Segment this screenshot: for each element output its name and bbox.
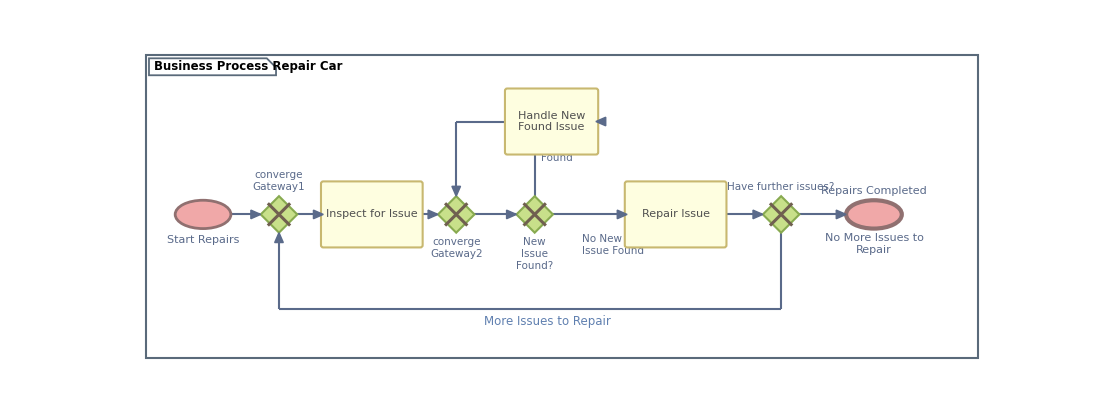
Text: Business Process Repair Car: Business Process Repair Car bbox=[153, 60, 342, 73]
FancyBboxPatch shape bbox=[505, 88, 598, 155]
Polygon shape bbox=[429, 210, 438, 219]
Polygon shape bbox=[753, 210, 763, 219]
Polygon shape bbox=[313, 210, 323, 219]
Polygon shape bbox=[275, 233, 283, 243]
Text: Start Repairs: Start Repairs bbox=[167, 235, 239, 245]
Ellipse shape bbox=[175, 200, 231, 229]
Polygon shape bbox=[506, 210, 516, 219]
Text: No More Issues to
Repair: No More Issues to Repair bbox=[824, 233, 924, 255]
Polygon shape bbox=[617, 210, 627, 219]
Polygon shape bbox=[596, 117, 606, 126]
Text: More Issues to Repair: More Issues to Repair bbox=[483, 315, 610, 328]
Polygon shape bbox=[836, 210, 846, 219]
Text: Inspect for Issue: Inspect for Issue bbox=[326, 209, 418, 219]
Text: Have further issues?: Have further issues? bbox=[728, 182, 835, 191]
Text: No New
Issue Found: No New Issue Found bbox=[582, 234, 644, 256]
Polygon shape bbox=[763, 196, 799, 233]
FancyBboxPatch shape bbox=[321, 182, 423, 247]
FancyBboxPatch shape bbox=[625, 182, 727, 247]
Polygon shape bbox=[438, 196, 475, 233]
Polygon shape bbox=[149, 58, 276, 75]
FancyBboxPatch shape bbox=[146, 55, 978, 358]
Text: Handle New
Found Issue: Handle New Found Issue bbox=[518, 111, 585, 133]
Polygon shape bbox=[452, 186, 460, 196]
Text: converge
Gateway2: converge Gateway2 bbox=[430, 237, 482, 259]
Text: New Issue
Found: New Issue Found bbox=[540, 142, 594, 164]
Text: Repair Issue: Repair Issue bbox=[641, 209, 709, 219]
Ellipse shape bbox=[846, 200, 902, 229]
Polygon shape bbox=[261, 196, 297, 233]
Polygon shape bbox=[251, 210, 261, 219]
Text: New
Issue
Found?: New Issue Found? bbox=[516, 237, 553, 270]
Text: converge
Gateway1: converge Gateway1 bbox=[253, 170, 306, 191]
Polygon shape bbox=[516, 196, 553, 233]
Text: Repairs Completed: Repairs Completed bbox=[821, 186, 927, 196]
